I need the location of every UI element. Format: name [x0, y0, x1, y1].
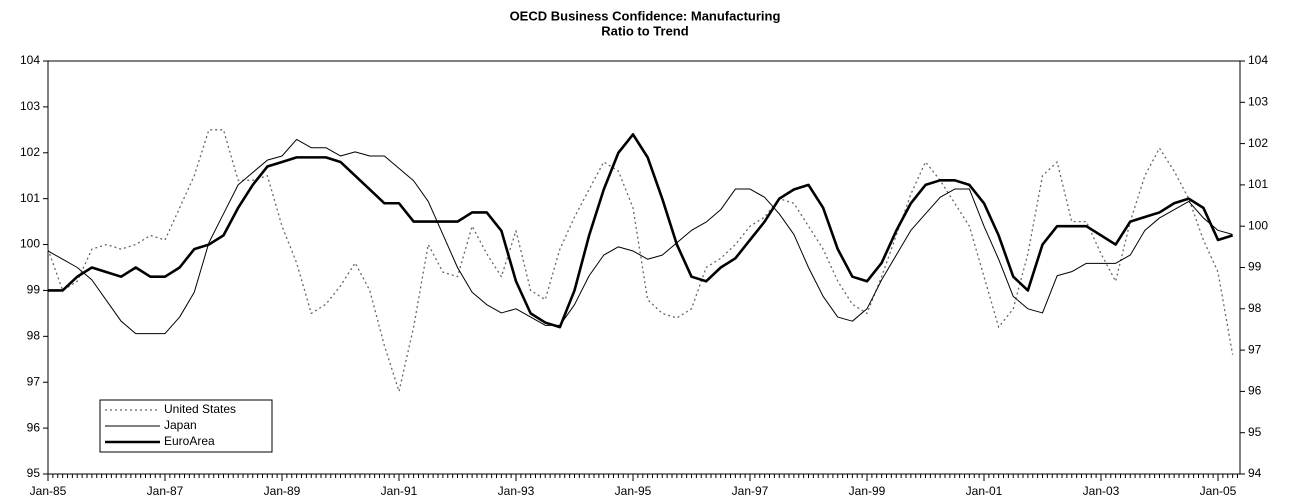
y2-tick-label: 96: [1248, 384, 1262, 398]
x-tick-label: Jan-03: [1083, 484, 1120, 498]
y2-tick-label: 101: [1248, 177, 1268, 191]
y-tick-label: 97: [27, 374, 41, 388]
x-tick-label: Jan-01: [966, 484, 1003, 498]
x-tick-label: Jan-99: [849, 484, 886, 498]
y2-tick-label: 100: [1248, 218, 1268, 232]
y2-tick-label: 98: [1248, 301, 1262, 315]
y-tick-label: 95: [27, 466, 41, 480]
y2-tick-label: 97: [1248, 342, 1262, 356]
y2-tick-label: 103: [1248, 94, 1268, 108]
chart-subtitle: Ratio to Trend: [601, 23, 688, 38]
x-tick-label: Jan-93: [498, 484, 535, 498]
y-tick-label: 102: [20, 145, 40, 159]
x-tick-label: Jan-85: [30, 484, 67, 498]
x-tick-label: Jan-95: [615, 484, 652, 498]
y2-tick-label: 99: [1248, 260, 1262, 274]
legend-label: United States: [164, 402, 236, 416]
legend-label: EuroArea: [164, 434, 215, 448]
x-tick-label: Jan-87: [147, 484, 184, 498]
series-line: [47, 138, 1233, 335]
y-tick-label: 98: [27, 329, 41, 343]
series-line: [48, 133, 1234, 329]
y-tick-label: 103: [20, 99, 40, 113]
y-tick-label: 100: [20, 237, 40, 251]
y-tick-label: 99: [27, 283, 41, 297]
chart-title: OECD Business Confidence: Manufacturing: [510, 8, 781, 23]
x-tick-label: Jan-89: [264, 484, 301, 498]
y2-tick-label: 102: [1248, 136, 1268, 150]
y-tick-label: 104: [20, 53, 40, 67]
legend-label: Japan: [164, 418, 197, 432]
x-tick-label: Jan-05: [1200, 484, 1237, 498]
y-tick-label: 101: [20, 191, 40, 205]
y-tick-label: 96: [27, 420, 41, 434]
y2-tick-label: 94: [1248, 466, 1262, 480]
x-tick-label: Jan-97: [732, 484, 769, 498]
series-line: [47, 129, 1234, 393]
y2-tick-label: 95: [1248, 425, 1262, 439]
x-tick-label: Jan-91: [381, 484, 418, 498]
y2-tick-label: 104: [1248, 53, 1268, 67]
